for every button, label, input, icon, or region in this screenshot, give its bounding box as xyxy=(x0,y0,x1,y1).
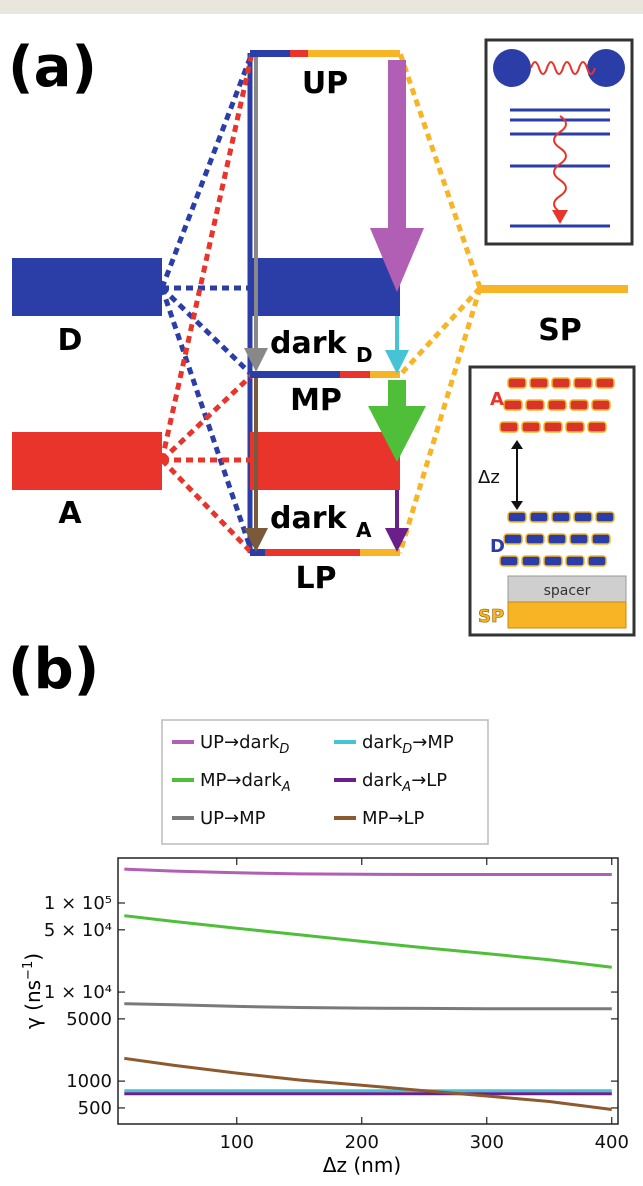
inset-spacer-label: spacer xyxy=(544,583,591,599)
panel-b-label: (b) xyxy=(8,637,99,702)
dark-d-block xyxy=(250,258,400,316)
dark-d-label: dark D xyxy=(270,326,373,367)
inset-d-label: D xyxy=(490,536,505,557)
up-level xyxy=(250,50,400,57)
inset-stack xyxy=(468,365,636,637)
plot-area: 100 200 300 400 500 1000 5000 1 × 10⁴ 5 × 10⁴ 1 … xyxy=(44,857,629,1153)
legend-entry: MP→LP xyxy=(362,808,424,829)
svg-text:dark: dark xyxy=(270,326,348,361)
donor-label: D xyxy=(58,323,83,358)
legend-entry: MP→darkA xyxy=(200,770,291,795)
inset-vibration xyxy=(484,38,634,246)
y-axis-title: γ (ns−1) xyxy=(21,953,45,1029)
x-tick-label: 300 xyxy=(470,1132,504,1153)
dark-a-label: dark A xyxy=(270,501,372,542)
series-line-2 xyxy=(124,914,612,969)
arrow-mp-darka xyxy=(368,380,426,462)
svg-text:dark: dark xyxy=(270,501,348,536)
x-tick-label: 400 xyxy=(595,1132,629,1153)
y-tick-label: 1000 xyxy=(66,1071,112,1092)
inset-sp-label: SP xyxy=(478,606,504,627)
inset-a-label: A xyxy=(490,389,504,410)
lp-label: LP xyxy=(295,561,336,596)
top-border-strip xyxy=(0,0,643,14)
y-tick-label: 500 xyxy=(78,1098,112,1119)
svg-text:Δz (nm): Δz (nm) xyxy=(323,1153,401,1177)
x-tick-label: 200 xyxy=(345,1132,379,1153)
arrow-up-darkd xyxy=(370,60,424,292)
series-line-4 xyxy=(124,1002,612,1011)
svg-text:γ (ns−1): γ (ns−1) xyxy=(21,953,45,1029)
donor-bar xyxy=(12,258,162,316)
dark-a-block xyxy=(250,432,400,490)
y-tick-label: 1 × 10⁵ xyxy=(44,893,112,914)
y-tick-label: 5000 xyxy=(66,1009,112,1030)
up-label: UP xyxy=(302,66,348,101)
series-line-5 xyxy=(124,1056,612,1111)
acceptor-label: A xyxy=(58,496,82,531)
svg-text:D: D xyxy=(356,343,373,367)
x-tick-label: 100 xyxy=(220,1132,254,1153)
legend-entry: darkD→MP xyxy=(362,732,454,757)
chart-legend: UP→darkD darkD→MP MP→darkA darkA→LP UP→MP MP→… xyxy=(161,719,489,845)
acceptor-bar xyxy=(12,432,162,490)
legend-entry: darkA→LP xyxy=(362,770,447,795)
y-tick-label: 5 × 10⁴ xyxy=(44,920,112,941)
legend-entry: UP→MP xyxy=(200,808,266,829)
series-line-0 xyxy=(124,867,612,876)
inset-dz-label: Δz xyxy=(478,467,500,488)
mp-level xyxy=(250,371,400,378)
lp-level xyxy=(250,549,400,556)
legend-entry: UP→darkD xyxy=(200,732,289,757)
panel-a-label: (a) xyxy=(8,35,97,100)
x-axis-title: Δz (nm) xyxy=(323,1153,401,1177)
y-tick-label: 1 × 10⁴ xyxy=(44,982,112,1003)
mp-label: MP xyxy=(290,383,342,418)
svg-text:A: A xyxy=(356,518,372,542)
sp-bar xyxy=(478,285,628,293)
sp-label: SP xyxy=(538,313,582,348)
